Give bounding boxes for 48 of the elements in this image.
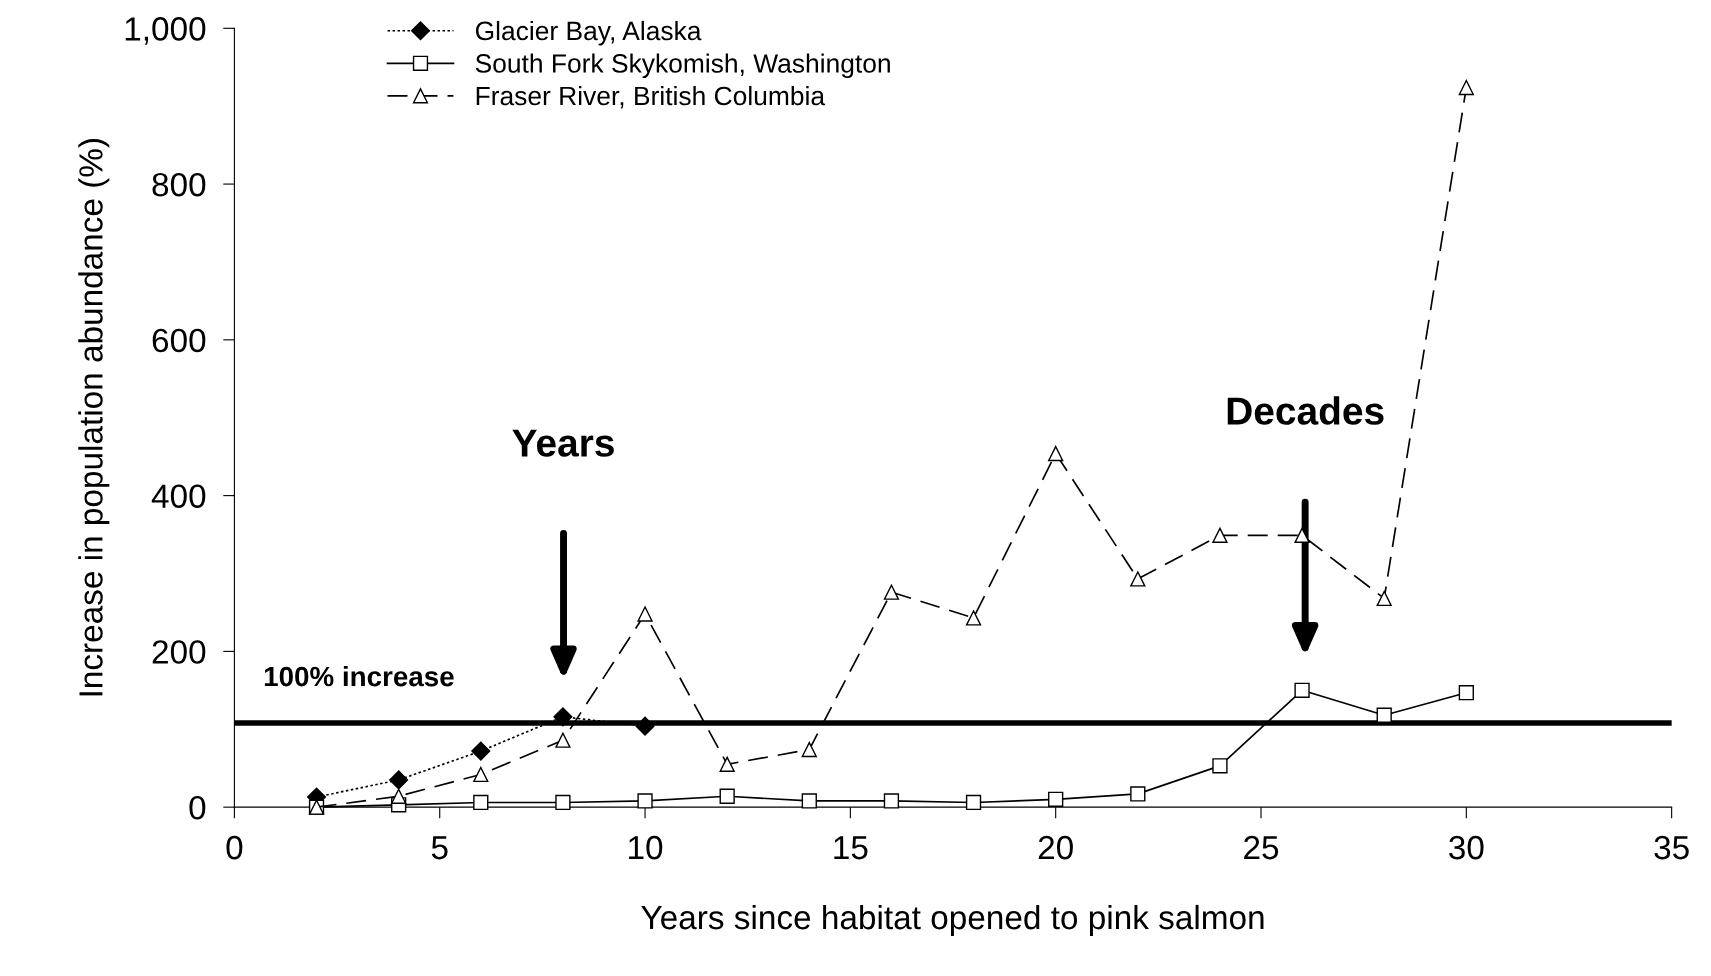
point (635, 716, 655, 736)
point (637, 606, 653, 622)
point (719, 788, 735, 804)
y-axis-title: Increase in population abundance (%) (78, 139, 110, 696)
point (883, 793, 900, 809)
ref-line-label: 100% increase (264, 665, 454, 687)
point (555, 794, 571, 811)
x-tick-label: 10 (629, 835, 663, 860)
y-tick-label: 1,000 (125, 17, 206, 45)
x-tick-label: 5 (431, 836, 448, 860)
x-axis-title: Years since habitat opened to pink salmon (641, 904, 1264, 936)
annotation: Decades (1227, 396, 1384, 425)
point (473, 794, 489, 811)
point (801, 793, 817, 809)
y-tick-label: 400 (151, 484, 206, 509)
y-tick-label: 600 (152, 328, 206, 353)
legend-label: Fraser River, British Columbia (476, 85, 826, 109)
point (719, 756, 735, 772)
point (389, 770, 409, 790)
point (1376, 590, 1392, 607)
point (473, 766, 489, 783)
legend-label: Glacier Bay, Alaska (475, 20, 702, 46)
x-tick-label: 25 (1244, 835, 1279, 860)
point (965, 610, 982, 626)
x-tick-label: 35 (1654, 835, 1689, 860)
point (553, 707, 573, 727)
point (1048, 445, 1064, 462)
legend-label: South Fork Skykomish, Washington (475, 53, 890, 79)
point (1458, 685, 1474, 701)
point (1130, 786, 1146, 802)
point (471, 741, 491, 761)
point (555, 732, 571, 748)
point (1458, 79, 1474, 96)
x-tick-label: 20 (1038, 835, 1073, 860)
x-tick-label: 30 (1449, 835, 1484, 860)
point (1048, 791, 1064, 808)
point (1212, 758, 1228, 774)
point (1376, 707, 1392, 723)
point (637, 793, 653, 809)
y-tick-label: 0 (189, 795, 206, 820)
annotation: Years (512, 429, 614, 457)
y-tick-label: 800 (152, 172, 206, 197)
x-tick-label: 15 (834, 836, 868, 860)
y-tick-label: 200 (152, 640, 206, 664)
x-tick-label: 0 (226, 835, 243, 860)
point (1294, 682, 1310, 698)
point (801, 741, 817, 758)
point (965, 794, 982, 811)
